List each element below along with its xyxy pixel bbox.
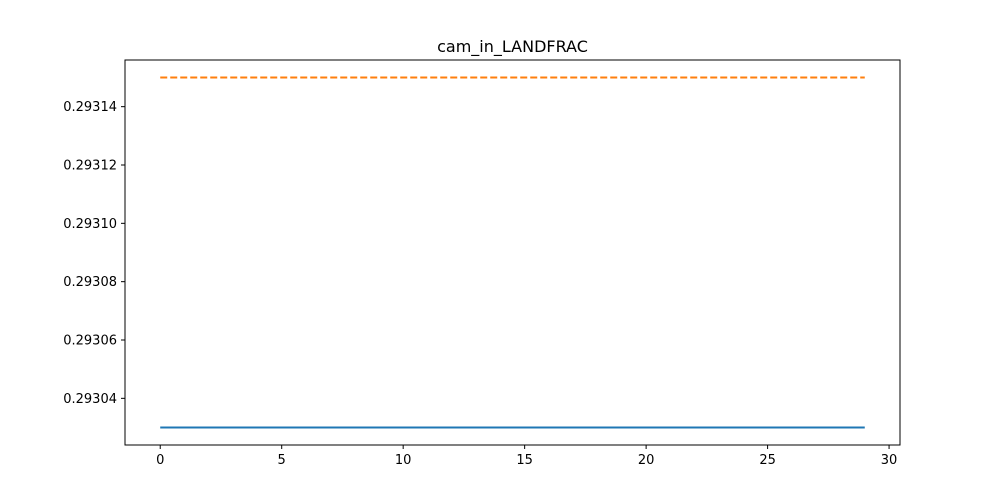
x-tick-label: 5 (278, 453, 286, 468)
x-tick-label: 30 (881, 453, 898, 468)
y-tick-label: 0.29310 (63, 217, 117, 232)
y-tick-label: 0.29308 (63, 275, 117, 290)
plot-frame (124, 59, 901, 446)
y-axis: 0.29304 0.29306 0.29308 0.29310 0.29312 0.293… (63, 100, 125, 407)
x-tick-label: 0 (156, 453, 164, 468)
chart-title: cam_in_LANDFRAC (437, 37, 588, 57)
y-tick-label: 0.29314 (63, 100, 117, 115)
y-tick-label: 0.29312 (63, 159, 117, 174)
x-tick-label: 20 (638, 453, 655, 468)
x-tick-label: 25 (759, 453, 776, 468)
y-tick-label: 0.29304 (63, 392, 117, 407)
x-tick-label: 10 (395, 453, 412, 468)
x-tick-label: 15 (516, 453, 533, 468)
plot-area (160, 76, 865, 429)
x-axis: 0 5 10 15 20 25 30 (156, 445, 897, 468)
y-tick-label: 0.29306 (63, 334, 117, 349)
